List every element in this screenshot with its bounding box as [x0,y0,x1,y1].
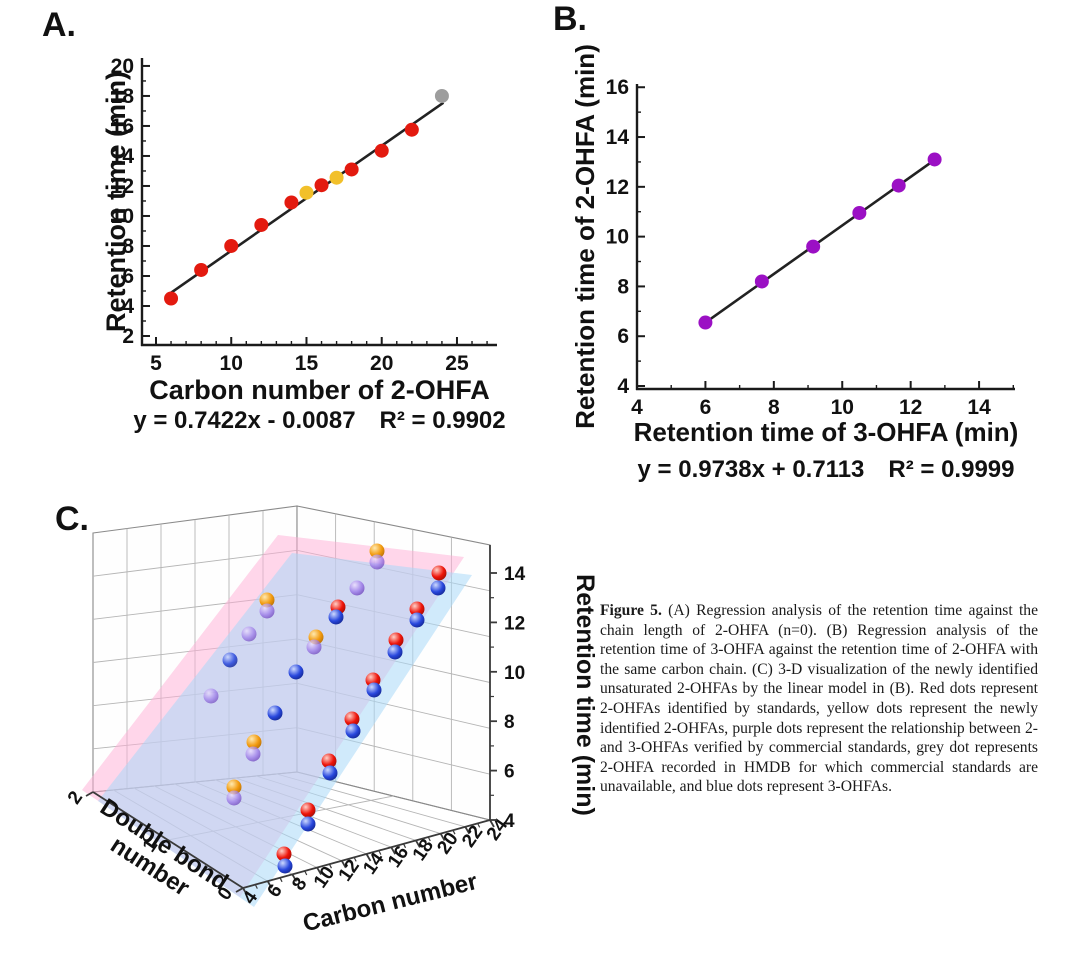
svg-text:15: 15 [295,352,319,375]
svg-text:14: 14 [111,145,135,168]
svg-text:4: 4 [504,811,515,832]
svg-text:y = 0.7422x - 0.0087 R² = 0.99: y = 0.7422x - 0.0087 R² = 0.9902 [133,407,505,434]
svg-text:8: 8 [122,235,134,258]
svg-text:16: 16 [384,842,413,871]
svg-text:10: 10 [111,205,134,228]
svg-text:8: 8 [617,275,629,298]
svg-text:6: 6 [504,762,515,783]
figure-caption: Figure 5. (A) Regression analysis of the… [600,601,1038,797]
svg-text:14: 14 [504,564,526,585]
svg-text:12: 12 [504,613,525,634]
svg-text:12: 12 [335,856,364,885]
svg-text:10: 10 [310,863,339,892]
svg-text:6: 6 [122,265,134,288]
svg-text:20: 20 [111,55,134,78]
svg-text:Retention time (min): Retention time (min) [571,574,599,816]
svg-text:Carbon number of 2-OHFA: Carbon number of 2-OHFA [149,375,490,405]
svg-text:8: 8 [768,396,780,419]
svg-text:4: 4 [617,375,629,398]
svg-text:6: 6 [264,881,287,902]
svg-text:4: 4 [122,295,134,318]
panel-c-3d-chart: 4 6 8 10 12 14 16 18 20 22 24 0 1 2 4 6 8 10 12 14 Carbon nu… [40,495,610,957]
figure-caption-text: (A) Regression analysis of the retention… [600,602,1039,796]
svg-text:10: 10 [220,352,243,375]
svg-text:10: 10 [504,663,525,684]
svg-text:6: 6 [700,396,712,419]
panel-b-regression-chart: 4 6 8 10 12 14 4 6 8 10 12 14 16 Retention time of 3-… [555,40,1080,490]
svg-text:5: 5 [150,352,162,375]
svg-text:Retention time (min): Retention time (min) [101,71,131,332]
svg-text:10: 10 [606,226,629,249]
svg-text:16: 16 [111,115,134,138]
svg-text:12: 12 [606,176,629,199]
svg-text:2: 2 [122,325,134,348]
svg-text:14: 14 [967,396,991,419]
panel-a-label: A. [42,6,76,44]
svg-text:18: 18 [409,836,438,865]
svg-text:12: 12 [111,175,134,198]
svg-text:Retention time of 2-OHFA (min): Retention time of 2-OHFA (min) [570,44,600,429]
svg-text:8: 8 [504,712,515,733]
figure-caption-number: Figure 5. [600,602,662,619]
svg-text:25: 25 [445,352,469,375]
panel-b-label: B. [553,0,587,38]
svg-text:6: 6 [617,325,629,348]
svg-text:12: 12 [899,396,922,419]
svg-text:16: 16 [606,76,629,99]
panel-c-label: C. [55,500,89,538]
panel-a-regression-chart: 5 10 15 20 25 2 4 6 8 10 12 14 16 18 20 Carbon number o… [95,40,525,445]
panel-b-svg: 4 6 8 10 12 14 4 6 8 10 12 14 16 Retention time of 3-… [570,44,1019,483]
svg-text:y = 0.9738x + 0.7113 R² = 0.99: y = 0.9738x + 0.7113 R² = 0.9999 [638,456,1015,483]
svg-text:4: 4 [631,396,643,419]
svg-text:10: 10 [831,396,854,419]
svg-text:Retention time of 3-OHFA (min): Retention time of 3-OHFA (min) [634,417,1019,447]
svg-text:14: 14 [606,126,630,149]
svg-text:8: 8 [288,874,311,895]
svg-text:20: 20 [370,352,393,375]
svg-text:18: 18 [111,85,135,108]
